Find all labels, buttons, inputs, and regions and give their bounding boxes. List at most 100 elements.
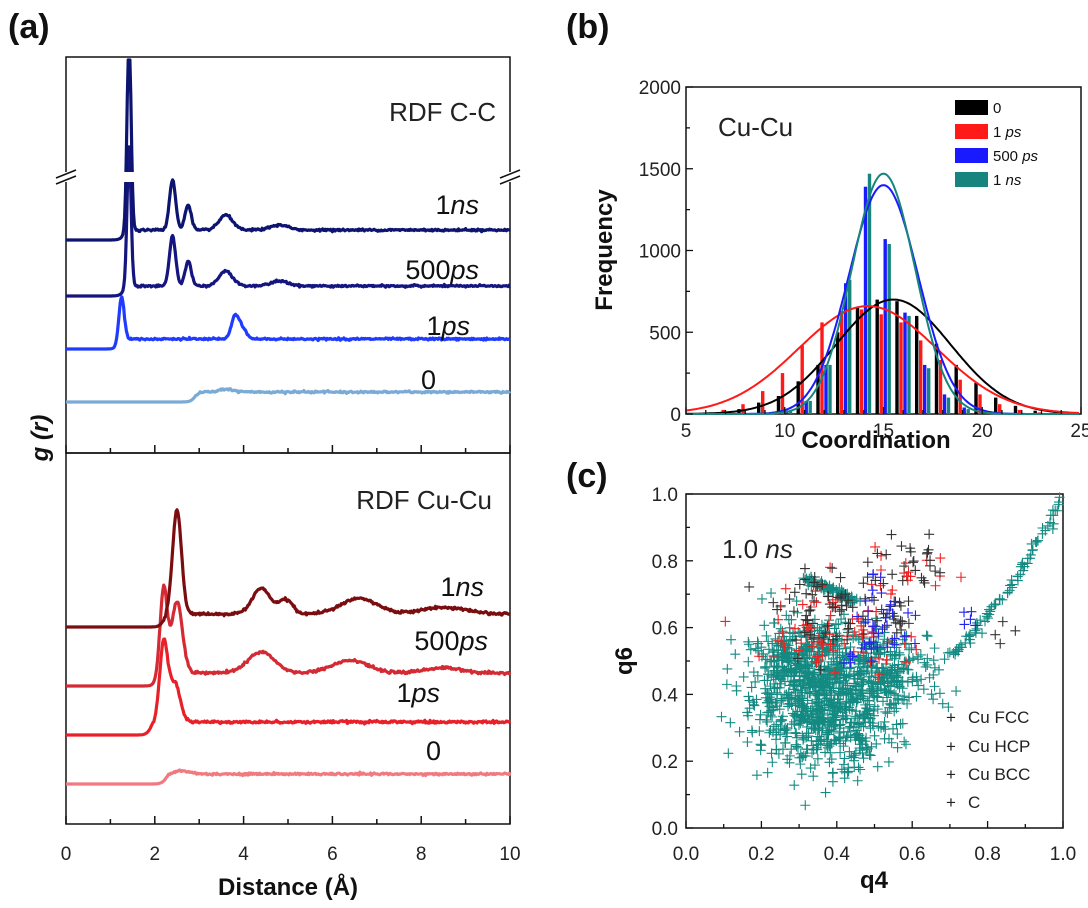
- c-point-cu-bcc: [868, 628, 879, 639]
- c-point-c: [859, 708, 870, 719]
- c-point-c: [722, 663, 733, 674]
- c-point-cu-hcp: [874, 653, 885, 664]
- c-point-cu-bcc: [965, 614, 976, 625]
- c-point-c: [815, 682, 826, 693]
- b-bar: [958, 379, 962, 414]
- c-point-c: [748, 667, 759, 678]
- b-bar: [867, 173, 872, 414]
- c-point-c: [742, 736, 753, 747]
- c-point-cu-fcc: [858, 578, 869, 589]
- c-point-c: [749, 700, 760, 711]
- c-point-cu-hcp: [779, 642, 790, 653]
- a-xtick-label: 6: [327, 844, 338, 865]
- c-point-c: [951, 686, 962, 697]
- panel-b-letter: (b): [566, 8, 609, 46]
- c-point-c: [767, 711, 778, 722]
- panel-b: (b) 5 10 15 20 25 0 500 1000 1500 2000 Cu-Cu 0 1 …: [566, 8, 1088, 454]
- c-point-c: [750, 676, 761, 687]
- c-point-c: [768, 678, 779, 689]
- c-point-c: [819, 704, 830, 715]
- c-point-cu-hcp: [825, 562, 836, 573]
- c-point-c: [855, 734, 866, 745]
- b-ytick-label: 1500: [639, 160, 681, 181]
- cucu-label-0: 0: [426, 736, 441, 766]
- c-point-cu-fcc: [919, 577, 930, 588]
- c-point-cu-bcc: [880, 612, 891, 623]
- c-point-c: [880, 706, 891, 717]
- c-point-cu-fcc: [888, 614, 899, 625]
- c-point-c: [1016, 559, 1027, 570]
- cucu-label-500ps: 500ps: [414, 626, 488, 656]
- b-bar: [863, 186, 868, 414]
- c-point-c: [994, 593, 1005, 604]
- c-point-cu-hcp: [790, 623, 801, 634]
- c-point-cu-bcc: [882, 642, 893, 653]
- c-point-cu-hcp: [870, 541, 881, 552]
- c-point-cu-fcc: [843, 595, 854, 606]
- c-point-c: [808, 771, 819, 782]
- c-point-c: [821, 740, 832, 751]
- c-scatter-points: [716, 492, 1065, 811]
- b-bar: [780, 373, 785, 414]
- c-point-c: [773, 748, 784, 759]
- c-point-c: [865, 750, 876, 761]
- c-ytick-label: 0.0: [652, 819, 678, 840]
- c-point-c: [873, 721, 884, 732]
- b-bar: [994, 397, 998, 414]
- c-point-cu-fcc: [1010, 625, 1021, 636]
- b-bar: [836, 332, 840, 415]
- c-ytick-label: 0.8: [652, 552, 678, 573]
- c-point-c: [827, 776, 838, 787]
- c-point-c: [795, 690, 806, 701]
- c-point-c: [798, 733, 809, 744]
- c-point-c: [1027, 544, 1038, 555]
- c-point-c: [824, 683, 835, 694]
- c-point-c: [734, 726, 745, 737]
- c-point-c: [743, 691, 754, 702]
- c-point-c: [752, 636, 763, 647]
- c-point-cu-fcc: [772, 604, 783, 615]
- c-point-c: [863, 675, 874, 686]
- c-axes: 0.0 0.2 0.4 0.6 0.8 1.0 0.0 0.2 0.4 0.6 0.8 1.0: [652, 485, 1077, 865]
- c-point-cu-fcc: [908, 556, 919, 567]
- c-point-c: [866, 667, 877, 678]
- b-bar: [915, 315, 919, 414]
- c-point-c: [879, 716, 890, 727]
- c-point-cu-hcp: [881, 654, 892, 665]
- c-point-c: [767, 757, 778, 768]
- c-point-cu-fcc: [896, 541, 907, 552]
- c-point-c: [800, 659, 811, 670]
- axis-break-left: [55, 169, 77, 185]
- c-point-c: [939, 654, 950, 665]
- c-point-c: [777, 715, 788, 726]
- c-point-c: [841, 672, 852, 683]
- c-point-c: [789, 780, 800, 791]
- c-point-c: [893, 695, 904, 706]
- c-point-c: [829, 669, 840, 680]
- c-point-c: [1037, 522, 1048, 533]
- c-point-cu-fcc: [768, 597, 779, 608]
- c-point-cu-hcp: [865, 656, 876, 667]
- c-point-c: [866, 683, 877, 694]
- c-point-c: [726, 634, 737, 645]
- c-point-c: [900, 739, 911, 750]
- c-point-c: [842, 767, 853, 778]
- panel-c-letter: (c): [566, 457, 608, 495]
- c-point-c: [830, 706, 841, 717]
- b-bar: [903, 312, 907, 414]
- c-point-cu-fcc: [835, 572, 846, 583]
- c-point-cu-bcc: [866, 644, 877, 655]
- c-point-cu-fcc: [860, 593, 871, 604]
- c-ytick-label: 0.6: [652, 619, 678, 640]
- c-point-c: [786, 614, 797, 625]
- c-point-c: [816, 619, 827, 630]
- c-point-cu-fcc: [794, 579, 805, 590]
- c-point-cu-bcc: [876, 588, 887, 599]
- c-point-c: [786, 648, 797, 659]
- c-point-c: [807, 698, 818, 709]
- c-point-cu-fcc: [862, 557, 873, 568]
- c-point-cu-fcc: [997, 616, 1008, 627]
- c-point-c: [797, 752, 808, 763]
- c-point-cu-fcc: [815, 664, 826, 675]
- c-point-cu-bcc: [845, 649, 856, 660]
